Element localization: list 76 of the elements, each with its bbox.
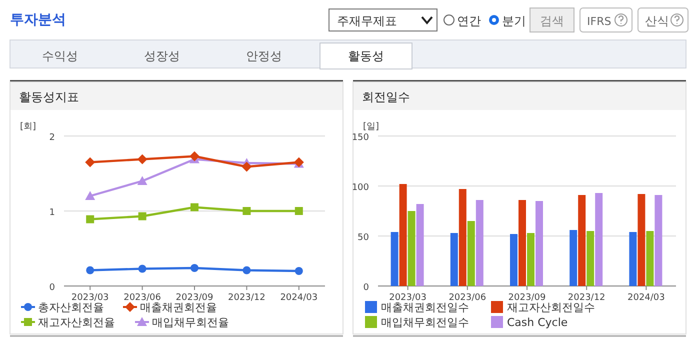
x-tick-label: 2023/03 [389,293,426,303]
bar [595,193,603,286]
bar [510,234,518,286]
x-tick-label: 2023/09 [508,293,546,303]
bar [536,201,543,286]
legend-label: 재고자산회전일수 [507,301,595,314]
bar [458,189,466,286]
y-tick-label: 100 [352,183,370,193]
point [190,203,198,212]
bar [586,231,594,286]
bar [450,233,458,286]
text: 주재무제표 [337,14,397,28]
y-tick-label: 2 [49,133,55,143]
text: 성장성 [144,49,180,63]
bar [476,200,484,286]
point [190,151,200,162]
legend-label: 매출채권회전율 [140,301,217,314]
x-tick-label: 2024/03 [280,293,318,303]
text: IFRS [587,15,612,28]
text: 수익성 [42,49,78,63]
point [294,207,303,215]
point [86,215,94,224]
point [85,157,96,168]
y-tick-label: 1 [49,208,55,218]
point [294,267,303,275]
x-tick-label: 2023/06 [448,293,486,303]
text: 안정성 [246,49,282,63]
bar [408,211,416,286]
point [242,266,251,274]
point [242,207,251,215]
bar [467,221,475,286]
x-tick-label: 2023/06 [124,293,162,303]
point [137,176,148,185]
text: 검색 [540,14,564,28]
bar [416,204,424,286]
bar [629,232,637,286]
legend-label: 총자산회전율 [38,301,104,314]
point [85,191,96,200]
bar [654,195,662,286]
x-tick-label: 2024/03 [628,293,665,303]
x-tick-label: 2023/12 [228,293,266,303]
bar [570,230,578,286]
legend-label: 매입채무회전율 [152,316,229,329]
bar [646,231,654,286]
chart-title: 회전일수 [362,90,410,104]
text: 분기 [502,14,526,28]
bar [390,232,398,286]
legend-label: 매출채권회전일수 [381,301,469,314]
point [190,264,198,272]
point [137,154,148,164]
bar [527,233,534,286]
y-tick-label: 150 [352,133,370,143]
bar [399,184,407,286]
legend-label: Cash Cycle [507,316,568,329]
legend-label: 매입채무회전일수 [381,316,469,329]
text: 투자분석 [10,12,66,28]
y-axis-title: [회] [20,122,36,132]
text: 산식 [645,14,669,28]
point [138,212,146,220]
text: 활동성 [348,49,384,63]
y-tick-label: 50 [358,233,370,243]
chart-title: 활동성지표 [19,90,79,104]
point [242,162,252,172]
legend-label: 재고자산회전율 [38,316,115,329]
text: 연간 [457,14,481,28]
x-tick-label: 2023/03 [71,293,109,303]
bar [578,195,586,286]
point [86,266,94,274]
y-tick-label: 0 [49,283,56,293]
y-axis-title: [일] [363,122,380,132]
x-tick-label: 2023/12 [568,293,606,303]
bar [518,200,526,286]
y-tick-label: 0 [363,283,370,293]
point [138,264,146,273]
x-tick-label: 2023/09 [176,293,214,303]
bar [638,194,646,286]
